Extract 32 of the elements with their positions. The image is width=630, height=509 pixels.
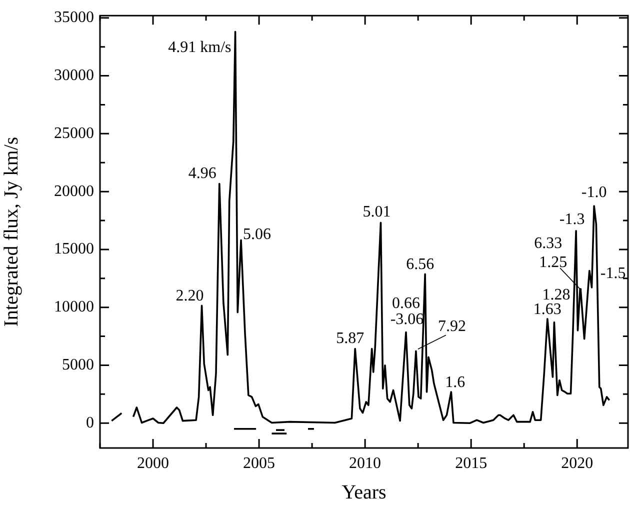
x-tick-label: 2020 xyxy=(561,454,594,472)
y-tick-label: 35000 xyxy=(54,9,94,26)
annotation: 1.25 xyxy=(539,254,568,272)
y-tick-label: 10000 xyxy=(54,298,94,316)
annotation: -1.3 xyxy=(559,210,585,228)
annotation: 1.63 xyxy=(533,300,562,318)
annotation: 6.33 xyxy=(534,235,562,252)
y-tick-label: 15000 xyxy=(54,240,94,258)
annotation: 5.06 xyxy=(243,226,272,244)
annotation: 0.66 xyxy=(392,295,420,312)
x-tick-label: 2005 xyxy=(243,454,276,472)
y-tick-label: 30000 xyxy=(54,67,94,84)
annotation: 4.96 xyxy=(188,164,216,182)
annotation: -1.0 xyxy=(581,184,607,202)
x-tick-label: 2010 xyxy=(349,454,382,472)
annotation: 2.20 xyxy=(176,288,204,305)
annotation: 6.56 xyxy=(406,256,434,274)
annotation: 1.28 xyxy=(542,286,570,304)
annotation: -1.5 xyxy=(600,264,626,282)
annotation: 5.87 xyxy=(336,330,364,347)
annotation: 5.01 xyxy=(362,204,391,221)
y-axis-title: Integrated flux, Jy km/s xyxy=(0,136,22,327)
x-tick-label: 2000 xyxy=(137,454,170,472)
annotation: 1.6 xyxy=(445,374,466,391)
y-tick-label: 25000 xyxy=(54,124,94,142)
annotation: 4.91 km/s xyxy=(168,38,232,56)
y-tick-label: 5000 xyxy=(62,356,94,374)
x-tick-label: 2015 xyxy=(455,454,488,472)
y-tick-label: 0 xyxy=(86,414,94,432)
y-tick-label: 20000 xyxy=(54,182,94,200)
x-axis-title: Years xyxy=(342,481,387,504)
annotation: 7.92 xyxy=(438,318,466,336)
